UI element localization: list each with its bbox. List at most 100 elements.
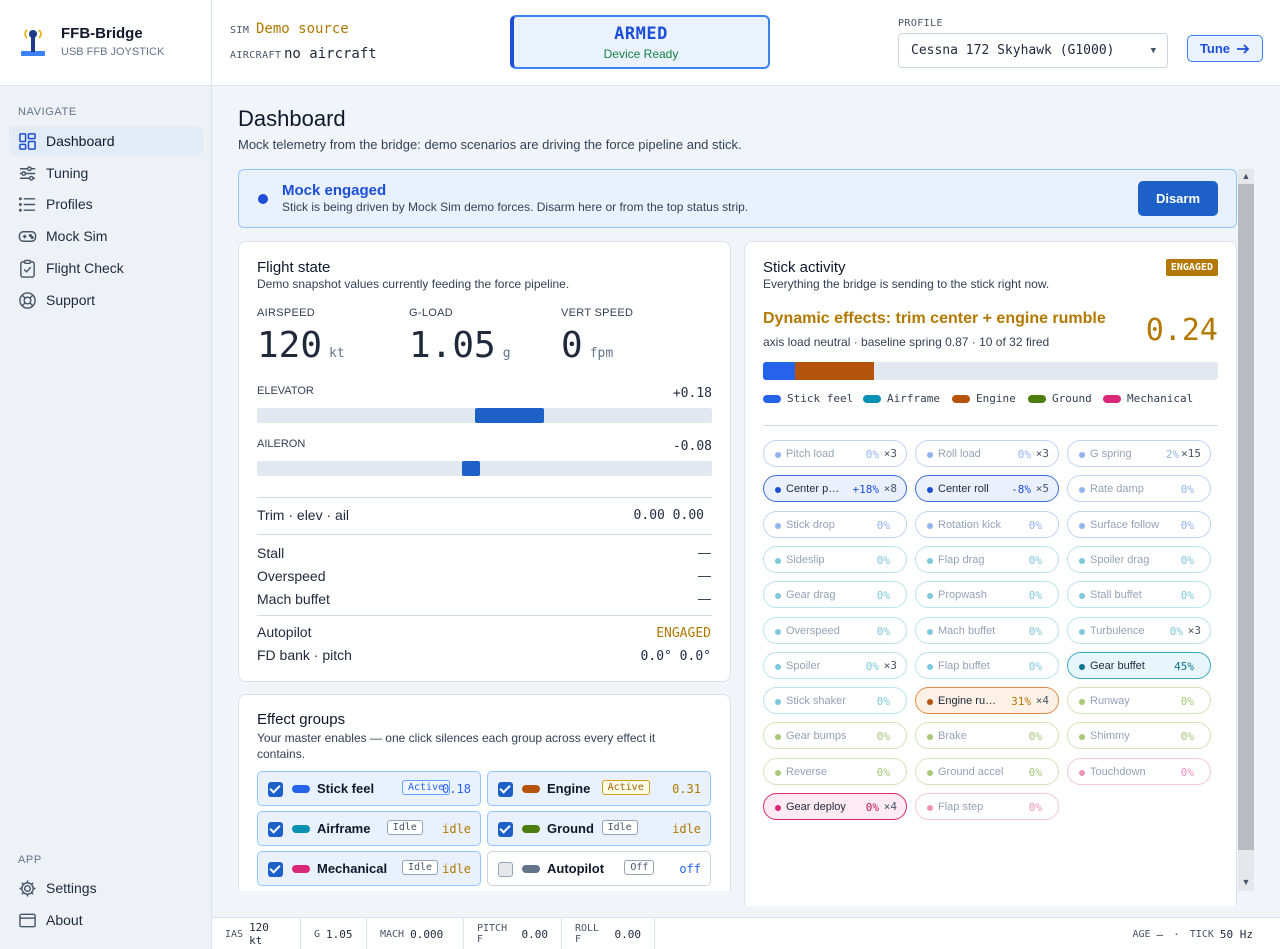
tune-button[interactable]: Tune [1187,35,1263,62]
scroll-up-icon[interactable]: ▲ [1241,171,1251,181]
effect-chip-engine-ru[interactable]: Engine ru… 31% ×4 [915,687,1059,715]
legend-item: Stick feel [763,392,853,405]
effect-chip-overspeed[interactable]: Overspeed 0% [763,616,907,644]
chip-name: Roll load [938,448,981,460]
sidebar-item-profiles[interactable]: Profiles [9,189,203,219]
chip-name: Gear drag [786,589,836,602]
chip-percent: 0% [876,553,890,567]
effect-chip-sideslip[interactable]: Sideslip 0% [763,545,907,573]
effect-chip-stall-buffet[interactable]: Stall buffet 0% [1067,581,1211,609]
profile-select-value: Cessna 172 Skyhawk (G1000) [911,43,1115,58]
vert-speed-label: VERT SPEED [561,307,634,319]
status-badge: Idle [601,820,638,835]
effect-chip-touchdown[interactable]: Touchdown 0% [1067,757,1211,785]
effect-chip-stick-shaker[interactable]: Stick shaker 0% [763,687,907,715]
status-key: PITCH F [477,923,508,945]
effect-chip-spoiler[interactable]: Spoiler 0% ×3 [763,651,907,679]
group-checkbox[interactable] [498,822,513,837]
profile-select[interactable]: Cessna 172 Skyhawk (G1000) ▼ [898,33,1168,68]
group-checkbox[interactable] [268,782,283,797]
status-item-ias: IAS 120 kt [212,918,301,949]
clipboard-check-icon [20,259,35,278]
group-swatch [292,825,310,833]
effect-chip-flap-step[interactable]: Flap step 0% [915,793,1059,820]
effect-group-ground[interactable]: Ground Idle idle [487,811,711,846]
effect-chip-gear-deploy[interactable]: Gear deploy 0% ×4 [763,793,907,820]
scroll-down-icon[interactable]: ▼ [1241,877,1251,887]
effect-chip-center-p[interactable]: Center p… +18% ×8 [763,475,907,503]
group-checkbox[interactable] [268,862,283,877]
banner-text: Stick is being driven by Mock Sim demo f… [282,200,749,214]
effect-chip-spoiler-drag[interactable]: Spoiler drag 0% [1067,545,1211,573]
effect-chip-surface-follow[interactable]: Surface follow 0% [1067,510,1211,538]
group-checkbox[interactable] [498,862,513,877]
chip-count: ×4 [1035,694,1049,708]
sidebar-item-support[interactable]: Support [9,285,203,315]
chip-dot-icon [1079,487,1085,494]
effect-chip-stick-drop[interactable]: Stick drop 0% [763,510,907,538]
effect-group-autopilot[interactable]: Autopilot Off off [487,851,711,886]
effect-group-mechanical[interactable]: Mechanical Idle idle [257,851,481,886]
effect-group-airframe[interactable]: Airframe Idle idle [257,811,481,846]
effect-chip-reverse[interactable]: Reverse 0% [763,757,907,785]
chip-dot-icon [775,522,781,529]
effect-chip-g-spring[interactable]: G spring 2% ×15 [1067,440,1211,467]
gload-unit: g [502,346,511,361]
chip-percent: 45% [1174,659,1194,673]
effect-chip-runway[interactable]: Runway 0% [1067,687,1211,715]
chip-percent: 0% [1028,518,1042,532]
armed-status[interactable]: ARMED Device Ready [510,15,770,69]
effect-chip-turbulence[interactable]: Turbulence 0% ×3 [1067,616,1211,644]
status-badge: Off [624,860,655,875]
legend-label: Ground [1052,392,1092,405]
sidebar-item-label: Profiles [46,196,93,212]
legend-item: Airframe [863,392,940,405]
effect-chip-roll-load[interactable]: Roll load 0% ×3 [915,440,1059,467]
effect-group-engine[interactable]: Engine Active 0.31 [487,771,711,806]
chip-name: Pitch load [786,448,835,460]
effect-chip-rate-damp[interactable]: Rate damp 0% [1067,475,1211,503]
effect-chip-rotation-kick[interactable]: Rotation kick 0% [915,510,1059,538]
sidebar-item-settings[interactable]: Settings [9,873,203,903]
effect-chip-ground-accel[interactable]: Ground accel 0% [915,757,1059,785]
group-swatch [292,785,310,793]
sidebar-item-flight-check[interactable]: Flight Check [9,253,203,283]
profile-label: PROFILE [898,18,943,29]
group-checkbox[interactable] [268,822,283,837]
status-item-roll-f: ROLL F 0.00 [562,918,655,949]
sidebar-item-about[interactable]: About [9,905,203,935]
effect-chip-shimmy[interactable]: Shimmy 0% [1067,722,1211,750]
chip-percent: 0% [865,659,879,673]
effect-chip-flap-buffet[interactable]: Flap buffet 0% [915,651,1059,679]
flight-state-title: Flight state [257,259,331,276]
disarm-button[interactable]: Disarm [1138,181,1218,216]
effect-chip-pitch-load[interactable]: Pitch load 0% ×3 [763,440,907,467]
effect-chip-brake[interactable]: Brake 0% [915,722,1059,750]
sidebar-item-tuning[interactable]: Tuning [9,158,203,188]
chip-dot-icon [927,487,933,494]
chip-percent: 0% [1180,730,1194,744]
vert-speed-metric: 0 fpm [561,325,613,366]
status-value: 0.00 [521,927,549,941]
effect-chip-propwash[interactable]: Propwash 0% [915,581,1059,609]
elevator-label: ELEVATOR [257,385,314,397]
effect-group-stick-feel[interactable]: Stick feel Active 0.18 [257,771,481,806]
mach-buffet-value: — [698,591,711,606]
dynamic-effects-title: Dynamic effects: trim center + engine ru… [763,310,1106,327]
effect-chip-mach-buffet[interactable]: Mach buffet 0% [915,616,1059,644]
brand-subtitle: USB FFB JOYSTICK [61,46,165,58]
status-item-pitch-f: PITCH F 0.00 [464,918,562,949]
chip-dot-icon [775,699,781,706]
group-checkbox[interactable] [498,782,513,797]
lifebuoy-icon [19,291,36,309]
effect-chip-gear-bumps[interactable]: Gear bumps 0% [763,722,907,750]
effect-chip-gear-buffet[interactable]: Gear buffet 45% [1067,651,1211,679]
sidebar-item-mock-sim[interactable]: Mock Sim [9,221,203,251]
effect-chip-center-roll[interactable]: Center roll -8% ×5 [915,475,1059,503]
effect-chip-gear-drag[interactable]: Gear drag 0% [763,581,907,609]
effect-chip-flap-drag[interactable]: Flap drag 0% [915,545,1059,573]
chip-dot-icon [1079,557,1085,564]
scrollbar-thumb[interactable] [1238,184,1254,850]
sidebar-item-dashboard[interactable]: Dashboard [9,126,203,156]
list-icon [18,196,36,212]
